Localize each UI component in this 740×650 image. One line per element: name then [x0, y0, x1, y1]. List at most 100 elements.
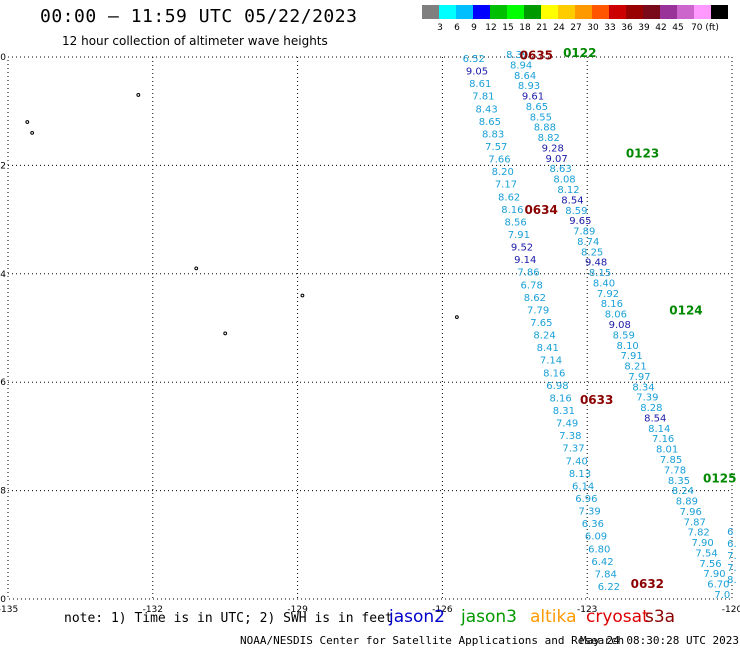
swh-value-label: 8.62 [524, 293, 546, 304]
color-swatch [677, 5, 694, 19]
swh-value-label: 7.57 [485, 142, 507, 153]
swh-value-label: 9.08 [609, 320, 631, 331]
swh-value-label: 6.09 [585, 532, 607, 543]
swh-value-label: 7.96 [680, 507, 702, 518]
satellite-legend-item: s3a [645, 607, 676, 627]
color-scale-label: 36 [621, 23, 633, 33]
island-marker [194, 266, 199, 271]
swh-value-label: 7.97 [628, 372, 650, 383]
color-swatch [422, 5, 439, 19]
longitude-tick-label: -123 [577, 605, 597, 615]
swh-value-label: 9.65 [569, 216, 591, 227]
satellite-legend-item: altika [530, 607, 577, 627]
swh-value-label: 8.56 [504, 217, 526, 228]
swh-value-label: 8.62 [498, 192, 520, 203]
swh-value-label: 7.78 [664, 465, 686, 476]
color-scale-label: 9 [471, 23, 477, 33]
swh-value-label: 6.14 [572, 481, 594, 492]
swh-value-label: 7.90 [691, 538, 713, 549]
swh-value-label: 9.05 [466, 67, 488, 78]
footer-note: note: 1) Time is in UTC; 2) SWH is in fe… [64, 611, 393, 626]
swh-value-label: 7.84 [595, 569, 617, 580]
latitude-tick-label: -20 [0, 53, 6, 63]
longitude-tick-label: -129 [287, 605, 308, 615]
satellite-legend-item: cryosat [586, 607, 649, 627]
color-swatch [643, 5, 660, 19]
swh-value-label: 8.15 [589, 268, 611, 279]
swh-value-label: 7.90 [703, 569, 725, 580]
swh-value-label: 8.10 [617, 341, 639, 352]
swh-value-label: 8.65 [479, 117, 501, 128]
swh-value-label: 8.65 [526, 102, 548, 113]
swh-value-label: 8.54 [561, 195, 583, 206]
swh-value-label: 8.59 [613, 330, 635, 341]
color-swatch [592, 5, 609, 19]
swh-value-label: 8.24 [672, 486, 694, 497]
swh-value-label: 8.83 [482, 129, 504, 140]
color-scale-label: 6 [454, 23, 460, 33]
swh-value-label: 8.16 [550, 393, 572, 404]
swh-value-label: 7. [727, 551, 737, 562]
swh-value-label: 8. [727, 575, 737, 586]
map-frame [7, 56, 733, 600]
swh-value-label: 7.66 [488, 155, 510, 166]
swh-value-label: 7.87 [684, 517, 706, 528]
latitude-tick-label: -22 [0, 161, 6, 171]
color-swatch [473, 5, 490, 19]
latitude-tick-label: -30 [0, 595, 6, 605]
swh-value-label: 8.64 [514, 71, 536, 82]
swh-value-label: 7.16 [652, 434, 674, 445]
swh-value-label: 7.54 [695, 548, 717, 559]
swh-value-label: 7.85 [660, 455, 682, 466]
color-scale-label: 12 [485, 23, 497, 33]
track-label: 0125 [703, 471, 736, 485]
swh-value-label: 8.16 [543, 368, 565, 379]
swh-value-label: 7.92 [597, 289, 619, 300]
swh-value-label: 6 [727, 527, 733, 538]
swh-value-label: 7.17 [495, 180, 517, 191]
color-swatch [609, 5, 626, 19]
color-scale-label: 18 [519, 23, 531, 33]
swh-value-label: 6.96 [575, 494, 597, 505]
generated-timestamp: May 24 08:30:28 UTC 2023 [580, 634, 739, 647]
color-swatch [490, 5, 507, 19]
swh-value-label: 8.25 [581, 247, 603, 258]
satellite-legend-item: jason3 [461, 607, 517, 627]
swh-value-label: 8.89 [676, 497, 698, 508]
swh-value-label: 8.43 [476, 104, 498, 115]
color-scale-label: 42 [655, 23, 667, 33]
swh-value-label: 6.42 [591, 557, 613, 568]
color-swatch [626, 5, 643, 19]
swh-value-label: 8.16 [501, 205, 523, 216]
swh-value-label: 7.81 [472, 92, 494, 103]
color-swatch [575, 5, 592, 19]
swh-value-label: 8.88 [534, 123, 556, 134]
color-swatch [558, 5, 575, 19]
color-scale-label: 30 [587, 23, 599, 33]
color-scale-label: 33 [604, 23, 616, 33]
swh-value-label: 6.36 [582, 519, 604, 530]
swh-value-label: 8.16 [601, 299, 623, 310]
color-swatch [507, 5, 524, 19]
pass-time-label: 0634 [524, 203, 557, 217]
swh-value-label: 9.14 [514, 255, 536, 266]
swh-value-label: 8.40 [593, 278, 615, 289]
swh-value-label: 8.12 [557, 185, 579, 196]
swh-value-label: 7.91 [508, 230, 530, 241]
swh-value-label: 8.55 [530, 112, 552, 123]
swh-value-label: 9.61 [522, 92, 544, 103]
swh-value-label: 8.94 [510, 60, 532, 71]
color-swatch [660, 5, 677, 19]
swh-value-label: 7.82 [688, 528, 710, 539]
swh-value-label: 7.86 [517, 268, 539, 279]
latitude-tick-label: -24 [0, 270, 6, 280]
swh-value-label: 8.41 [537, 343, 559, 354]
color-swatch [524, 5, 541, 19]
swh-value-label: 8.63 [549, 164, 571, 175]
color-swatch [439, 5, 456, 19]
color-scale-label: 21 [536, 23, 548, 33]
pass-time-label: 0632 [631, 577, 664, 591]
swh-value-label: 8.28 [640, 403, 662, 414]
swh-value-label: 6. [727, 539, 737, 550]
